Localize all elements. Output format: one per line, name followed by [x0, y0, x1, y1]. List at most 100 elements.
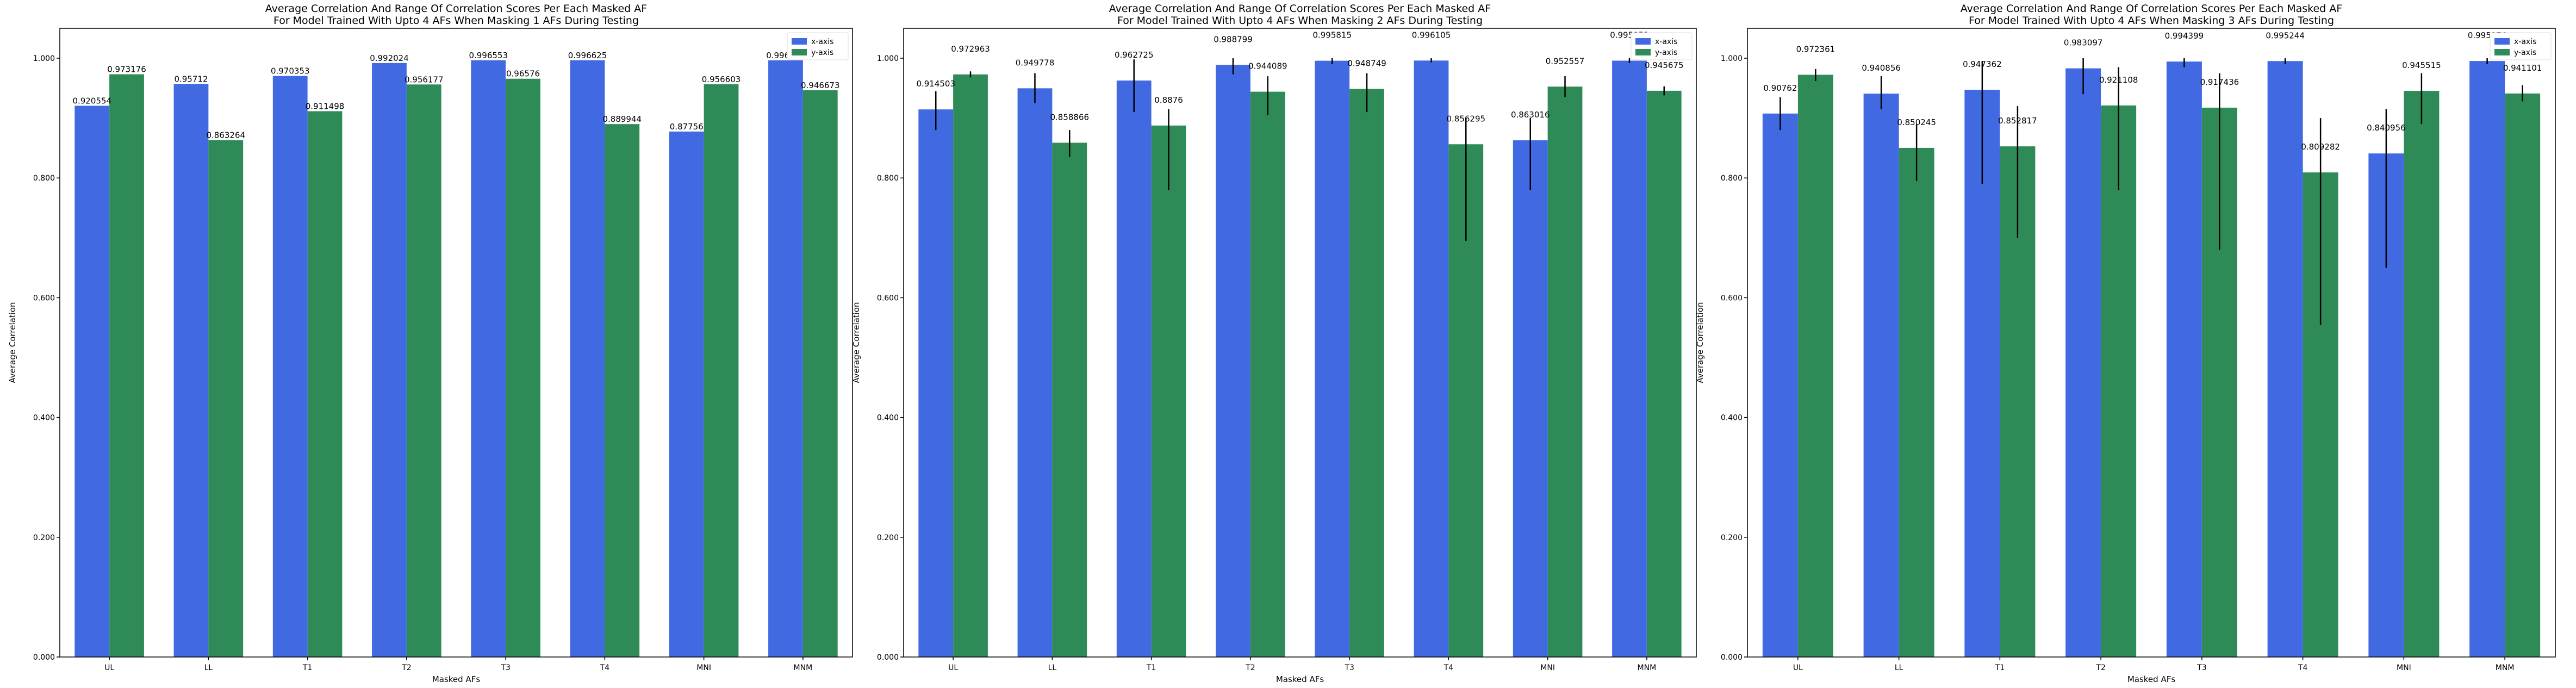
data-label: 0.983097	[2064, 38, 2103, 48]
x-tick-label: T1	[302, 664, 312, 672]
data-label: 0.858866	[1050, 112, 1089, 122]
bar	[2065, 68, 2101, 658]
y-tick-label: 1.000	[1721, 54, 1743, 63]
bar	[1017, 88, 1053, 658]
data-label: 0.988799	[1214, 34, 1253, 44]
data-label: 0.920554	[72, 96, 111, 106]
data-label: 0.852817	[1998, 116, 2037, 126]
data-label: 0.945515	[2402, 60, 2441, 70]
data-label: 0.914503	[916, 79, 955, 89]
y-tick-label: 0.400	[877, 414, 899, 423]
bar	[2101, 105, 2137, 658]
data-label: 0.995815	[1312, 30, 1352, 40]
data-label: 0.921108	[2099, 75, 2138, 85]
chart-title: Average Correlation And Range Of Correla…	[1961, 3, 2342, 15]
legend-label: x-axis	[1655, 38, 1677, 46]
y-tick-label: 0.000	[1721, 653, 1743, 662]
y-tick-label: 0.200	[33, 534, 55, 542]
x-tick-label: UL	[948, 664, 958, 672]
data-label: 0.809282	[2301, 142, 2340, 152]
bar	[406, 84, 441, 657]
bar	[1612, 60, 1647, 658]
data-label: 0.995244	[2266, 30, 2305, 40]
x-tick-label: UL	[1793, 664, 1803, 672]
x-tick-label: LL	[204, 664, 213, 672]
bar	[1250, 91, 1285, 657]
data-label: 0.96576	[506, 69, 540, 79]
legend-label: x-axis	[2514, 38, 2536, 46]
plot-frame	[1747, 28, 2556, 658]
bar	[1547, 86, 1583, 657]
data-label: 0.944089	[1248, 61, 1287, 71]
legend: x-axis y-axis	[787, 32, 849, 60]
legend-swatch	[792, 38, 807, 45]
data-label: 0.863264	[206, 131, 245, 140]
y-tick-label: 0.400	[1721, 414, 1743, 423]
chart-subtitle: For Model Trained With Upto 4 AFs When M…	[273, 15, 639, 27]
data-label: 0.948749	[1347, 58, 1386, 68]
y-tick-label: 0.200	[1721, 534, 1743, 542]
bar	[74, 106, 110, 657]
legend: x-axis y-axis	[2490, 32, 2552, 60]
x-tick-label: T3	[2197, 664, 2206, 672]
x-axis-label: Masked AFs	[1276, 674, 1324, 684]
bar	[570, 60, 605, 658]
x-tick-label: MNI	[696, 664, 711, 672]
bar	[605, 124, 640, 657]
data-label: 0.947362	[1963, 59, 2002, 69]
legend-label: y-axis	[1655, 48, 1677, 57]
chart-title: Average Correlation And Range Of Correla…	[1109, 3, 1491, 15]
bar	[1513, 140, 1548, 657]
y-tick-label: 0.800	[1721, 174, 1743, 183]
data-label: 0.956603	[702, 75, 741, 84]
x-tick-label: LL	[1048, 664, 1057, 672]
bar	[953, 74, 988, 657]
data-label: 0.973176	[107, 65, 146, 75]
chart-title: Average Correlation And Range Of Correla…	[265, 3, 647, 15]
y-tick-label: 0.600	[877, 294, 899, 302]
bar	[802, 90, 838, 658]
x-tick-label: MNM	[794, 664, 813, 672]
data-label: 0.87756	[670, 122, 704, 132]
legend-swatch	[1635, 38, 1651, 45]
y-tick-label: 0.000	[877, 653, 899, 662]
x-tick-label: MNM	[2496, 664, 2515, 672]
data-label: 0.992024	[370, 53, 409, 63]
legend-swatch	[1635, 49, 1651, 55]
x-tick-label: T2	[1245, 664, 1255, 672]
y-tick-label: 0.400	[33, 414, 55, 423]
chart-subtitle: For Model Trained With Upto 4 AFs When M…	[1117, 15, 1483, 27]
x-tick-label: T4	[1443, 664, 1454, 672]
data-label: 0.970353	[271, 66, 310, 76]
y-tick-label: 0.200	[877, 534, 899, 542]
legend-swatch	[792, 49, 807, 55]
data-label: 0.996625	[568, 51, 607, 60]
bar	[1762, 113, 1798, 657]
data-label: 0.941101	[2503, 63, 2542, 73]
x-tick-label: T1	[1146, 664, 1156, 672]
y-tick-label: 0.600	[33, 294, 55, 302]
chart-panel: 0.920554 0.95712 0.970353 0.992024 0.996553 0…	[8, 3, 853, 684]
data-label: 0.850245	[1897, 117, 1936, 127]
data-label: 0.972361	[1796, 44, 1835, 54]
x-tick-label: T2	[2095, 664, 2105, 672]
bar	[173, 84, 209, 657]
bar	[272, 76, 308, 658]
chart-panel: 0.90762 0.940856 0.947362 0.983097 0.994399 0…	[1695, 3, 2556, 684]
data-label: 0.856295	[1446, 114, 1485, 123]
bar	[2404, 91, 2440, 658]
x-tick-label: T3	[500, 664, 510, 672]
bar	[1315, 60, 1350, 657]
data-label: 0.952557	[1546, 56, 1585, 66]
bar	[1964, 89, 2000, 658]
bar	[669, 131, 704, 657]
x-tick-label: T3	[1344, 664, 1354, 672]
data-label: 0.8876	[1154, 95, 1183, 105]
bar	[1216, 65, 1250, 657]
bar	[768, 60, 803, 658]
data-label: 0.90762	[1763, 83, 1797, 93]
bar	[1863, 94, 1899, 657]
bar	[1797, 75, 1833, 658]
bar	[2166, 61, 2202, 657]
